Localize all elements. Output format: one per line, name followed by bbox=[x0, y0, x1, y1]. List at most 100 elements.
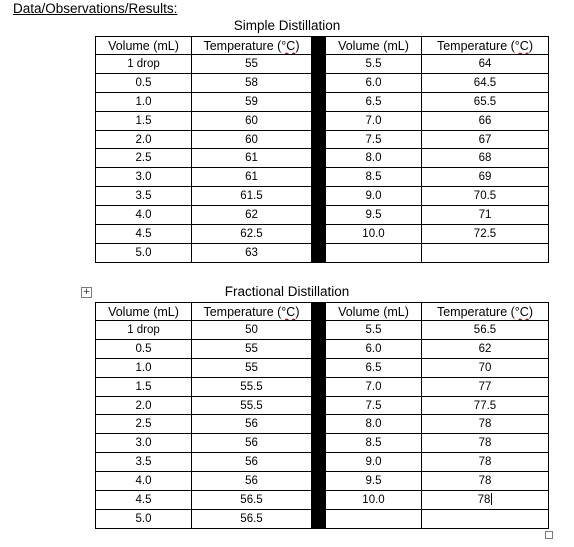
volume-header[interactable]: Volume (mL) bbox=[325, 302, 422, 321]
volume-cell[interactable]: 7.0 bbox=[325, 110, 422, 131]
temperature-cell[interactable]: 78 bbox=[421, 414, 549, 435]
volume-cell[interactable]: 1.5 bbox=[95, 376, 192, 397]
temperature-cell[interactable]: 60 bbox=[191, 110, 312, 131]
temperature-cell[interactable]: 62 bbox=[191, 205, 312, 226]
temperature-cell[interactable]: 59 bbox=[191, 91, 312, 112]
temperature-cell[interactable]: 56.5 bbox=[191, 490, 312, 510]
volume-cell[interactable] bbox=[325, 242, 422, 263]
temperature-cell[interactable]: 56 bbox=[191, 414, 312, 435]
temperature-cell[interactable]: 61 bbox=[191, 148, 312, 169]
temperature-cell[interactable]: 70 bbox=[421, 357, 549, 378]
volume-cell[interactable]: 5.0 bbox=[95, 508, 192, 529]
temperature-cell[interactable]: 70.5 bbox=[421, 186, 549, 207]
temperature-cell[interactable]: 64.5 bbox=[421, 72, 549, 93]
temperature-cell[interactable]: 61.5 bbox=[191, 186, 312, 207]
volume-cell[interactable]: 1.5 bbox=[95, 110, 192, 131]
temperature-cell[interactable]: 62.5 bbox=[191, 224, 312, 244]
volume-cell[interactable]: 1.0 bbox=[95, 91, 192, 112]
volume-header[interactable]: Volume (mL) bbox=[95, 36, 192, 55]
volume-cell[interactable]: 7.5 bbox=[325, 129, 422, 150]
temperature-header[interactable]: Temperature (°C) bbox=[421, 36, 549, 55]
temperature-cell[interactable]: 62 bbox=[421, 338, 549, 359]
fractional-distillation-table[interactable]: Volume (mL) Temperature (°C) Volume (mL) Te… bbox=[95, 302, 549, 529]
temperature-cell[interactable]: 78 bbox=[421, 471, 549, 492]
volume-cell[interactable]: 8.0 bbox=[325, 414, 422, 435]
volume-cell[interactable]: 9.0 bbox=[325, 452, 422, 473]
temperature-cell[interactable]: 56 bbox=[191, 433, 312, 454]
temperature-cell[interactable]: 66 bbox=[421, 110, 549, 131]
temperature-cell[interactable] bbox=[421, 242, 549, 263]
volume-cell[interactable] bbox=[325, 508, 422, 529]
volume-cell[interactable]: 6.0 bbox=[325, 72, 422, 93]
temperature-cell[interactable]: 55 bbox=[191, 54, 312, 74]
volume-cell[interactable]: 9.5 bbox=[325, 471, 422, 492]
volume-cell[interactable]: 2.0 bbox=[95, 395, 192, 416]
volume-cell[interactable]: 1 drop bbox=[95, 320, 192, 340]
volume-cell[interactable]: 0.5 bbox=[95, 338, 192, 359]
volume-header[interactable]: Volume (mL) bbox=[325, 36, 422, 55]
temperature-cell[interactable]: 68 bbox=[421, 148, 549, 169]
volume-cell[interactable]: 10.0 bbox=[325, 490, 422, 510]
volume-cell[interactable]: 1.0 bbox=[95, 357, 192, 378]
temperature-cell[interactable]: 55 bbox=[191, 338, 312, 359]
temperature-header[interactable]: Temperature (°C) bbox=[421, 302, 549, 321]
temperature-cell[interactable]: 67 bbox=[421, 129, 549, 150]
temperature-cell[interactable]: 56.5 bbox=[421, 320, 549, 340]
temperature-cell[interactable]: 72.5 bbox=[421, 224, 549, 244]
temperature-cell[interactable]: 63 bbox=[191, 242, 312, 263]
temperature-cell[interactable]: 56 bbox=[191, 452, 312, 473]
volume-cell[interactable]: 5.5 bbox=[325, 320, 422, 340]
temperature-cell[interactable]: 61 bbox=[191, 167, 312, 188]
temperature-cell[interactable]: 58 bbox=[191, 72, 312, 93]
volume-header[interactable]: Volume (mL) bbox=[95, 302, 192, 321]
volume-cell[interactable]: 2.5 bbox=[95, 148, 192, 169]
volume-cell[interactable]: 5.0 bbox=[95, 242, 192, 263]
temperature-cell[interactable]: 71 bbox=[421, 205, 549, 226]
volume-cell[interactable]: 8.5 bbox=[325, 433, 422, 454]
volume-cell[interactable]: 7.5 bbox=[325, 395, 422, 416]
temperature-cell[interactable]: 65.5 bbox=[421, 91, 549, 112]
temperature-cell[interactable]: 78 bbox=[421, 452, 549, 473]
temperature-cell[interactable]: 56.5 bbox=[191, 508, 312, 529]
simple-distillation-table[interactable]: Volume (mL) Temperature (°C) Volume (mL) Te… bbox=[95, 36, 549, 263]
table-resize-handle-icon[interactable] bbox=[545, 531, 553, 539]
volume-cell[interactable]: 6.5 bbox=[325, 91, 422, 112]
temperature-cell[interactable]: 77.5 bbox=[421, 395, 549, 416]
volume-cell[interactable]: 8.5 bbox=[325, 167, 422, 188]
temperature-cell[interactable]: 56 bbox=[191, 471, 312, 492]
temperature-header[interactable]: Temperature (°C) bbox=[191, 36, 312, 55]
volume-cell[interactable]: 3.0 bbox=[95, 167, 192, 188]
temperature-cell[interactable]: 50 bbox=[191, 320, 312, 340]
temperature-cell[interactable]: 55.5 bbox=[191, 395, 312, 416]
volume-cell[interactable]: 2.5 bbox=[95, 414, 192, 435]
temperature-cell[interactable]: 55 bbox=[191, 357, 312, 378]
temperature-cell[interactable]: 60 bbox=[191, 129, 312, 150]
temperature-cell[interactable]: 55.5 bbox=[191, 376, 312, 397]
volume-cell[interactable]: 10.0 bbox=[325, 224, 422, 244]
volume-cell[interactable]: 3.5 bbox=[95, 452, 192, 473]
temperature-cell[interactable]: 78 bbox=[421, 433, 549, 454]
volume-cell[interactable]: 5.5 bbox=[325, 54, 422, 74]
volume-cell[interactable]: 8.0 bbox=[325, 148, 422, 169]
volume-cell[interactable]: 4.0 bbox=[95, 205, 192, 226]
temperature-cell[interactable]: 69 bbox=[421, 167, 549, 188]
volume-cell[interactable]: 6.5 bbox=[325, 357, 422, 378]
temperature-cell[interactable]: 64 bbox=[421, 54, 549, 74]
temperature-header[interactable]: Temperature (°C) bbox=[191, 302, 312, 321]
volume-cell[interactable]: 3.5 bbox=[95, 186, 192, 207]
volume-cell[interactable]: 4.0 bbox=[95, 471, 192, 492]
volume-cell[interactable]: 3.0 bbox=[95, 433, 192, 454]
table-move-handle-icon[interactable]: + bbox=[81, 287, 92, 298]
volume-cell[interactable]: 1 drop bbox=[95, 54, 192, 74]
volume-cell[interactable]: 0.5 bbox=[95, 72, 192, 93]
volume-cell[interactable]: 4.5 bbox=[95, 224, 192, 244]
volume-cell[interactable]: 7.0 bbox=[325, 376, 422, 397]
volume-cell[interactable]: 2.0 bbox=[95, 129, 192, 150]
temperature-cell[interactable]: 78 bbox=[421, 490, 549, 510]
temperature-cell[interactable] bbox=[421, 508, 549, 529]
volume-cell[interactable]: 4.5 bbox=[95, 490, 192, 510]
temperature-cell[interactable]: 77 bbox=[421, 376, 549, 397]
volume-cell[interactable]: 9.0 bbox=[325, 186, 422, 207]
volume-cell[interactable]: 9.5 bbox=[325, 205, 422, 226]
volume-cell[interactable]: 6.0 bbox=[325, 338, 422, 359]
